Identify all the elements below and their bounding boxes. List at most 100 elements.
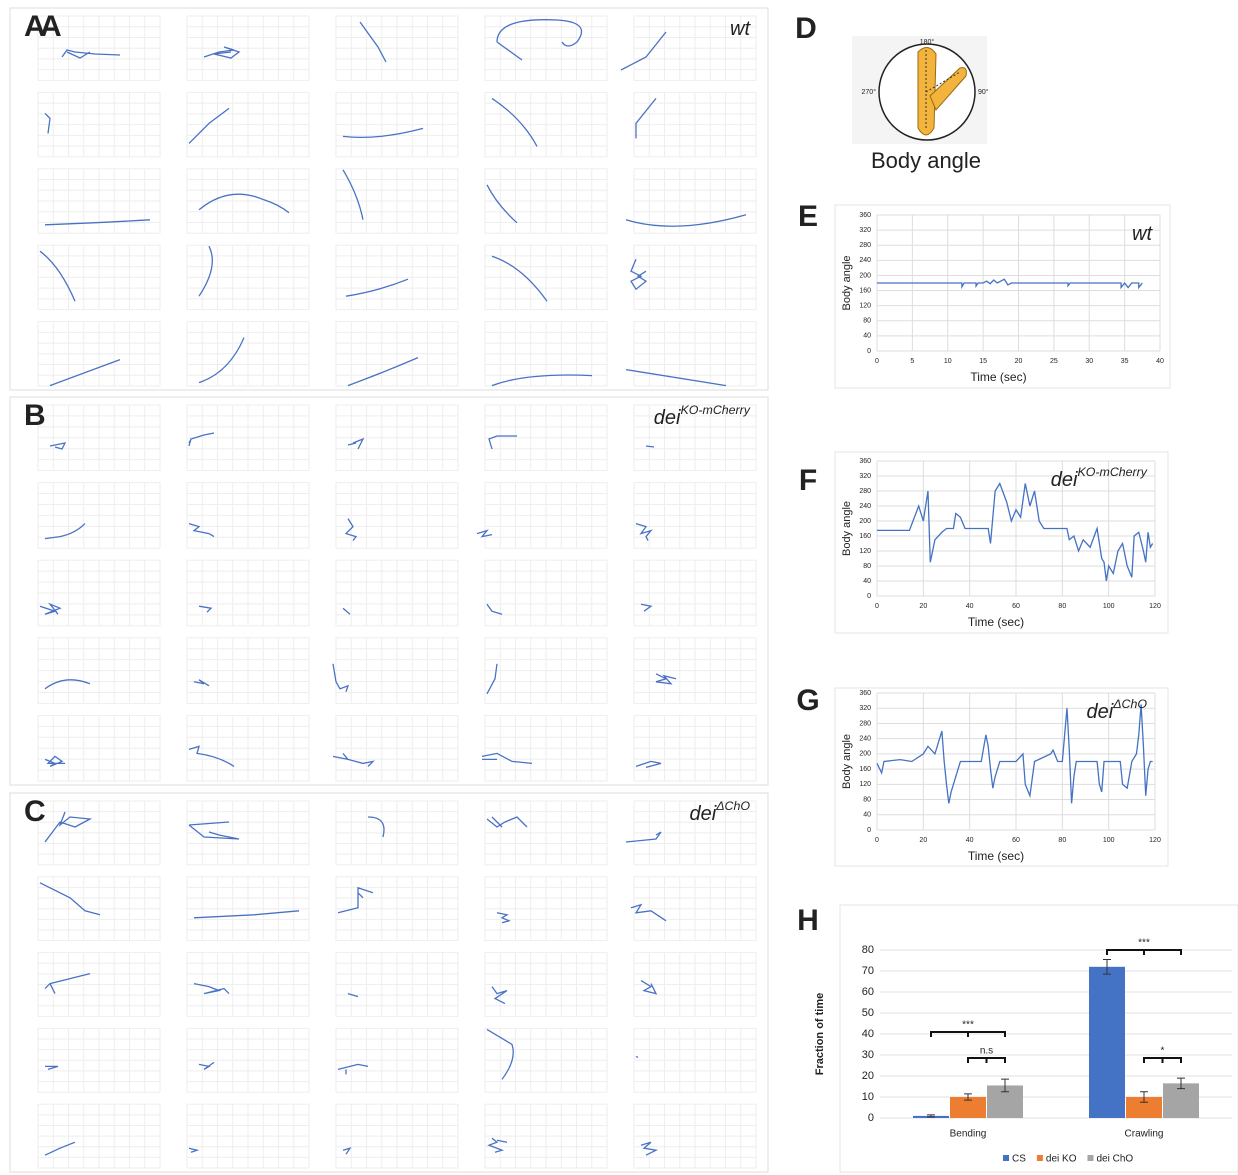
y-tick-label: 0 <box>867 348 871 355</box>
y-tick-label: 360 <box>859 212 871 219</box>
panel-grid <box>10 793 768 1172</box>
x-tick-label: 15 <box>979 358 987 365</box>
y-tick-label: 0 <box>867 827 871 834</box>
y-tick-label: 360 <box>859 690 871 697</box>
y-tick-label: 60 <box>862 986 874 998</box>
x-tick-label: 10 <box>944 358 952 365</box>
genotype-label: deiΔChO <box>1087 697 1148 723</box>
y-tick-label: 280 <box>859 242 871 249</box>
y-tick-label: 50 <box>862 1007 874 1019</box>
y-tick-label: 200 <box>859 272 871 279</box>
y-tick-label: 360 <box>859 458 871 465</box>
legend-label: CS <box>1012 1154 1026 1165</box>
angle-label: 90° <box>978 88 989 96</box>
legend-swatch <box>1087 1155 1093 1161</box>
x-tick-label: 5 <box>910 358 914 365</box>
x-tick-label: 120 <box>1149 837 1161 844</box>
x-tick-label: 40 <box>1156 358 1164 365</box>
x-axis-title: Time (sec) <box>970 370 1026 384</box>
panel-label: G <box>796 684 819 717</box>
genotype-label: wt <box>1132 223 1153 245</box>
x-tick-label: 80 <box>1058 837 1066 844</box>
angle-label: 180° <box>920 38 935 46</box>
significance-label: * <box>1161 1046 1165 1057</box>
x-axis-title: Time (sec) <box>968 849 1024 863</box>
x-tick-label: 120 <box>1149 603 1161 610</box>
genotype: dei <box>1087 701 1114 723</box>
significance-bracket <box>968 1058 1005 1063</box>
legend-swatch <box>1003 1155 1009 1161</box>
panel-label: F <box>799 464 817 497</box>
panel-label: D <box>795 12 817 45</box>
x-tick-label: 40 <box>966 603 974 610</box>
figure: A 180° 90° 270° Body angle D AwtBdeiKO-m… <box>0 0 1238 1175</box>
y-tick-label: 120 <box>859 548 871 555</box>
panel-label: H <box>797 904 819 937</box>
significance-label: *** <box>962 1020 974 1031</box>
x-tick-label: 60 <box>1012 837 1020 844</box>
genotype: wt <box>730 18 751 40</box>
y-tick-label: 240 <box>859 257 871 264</box>
chart-frame <box>835 688 1168 866</box>
y-tick-label: 70 <box>862 965 874 977</box>
y-tick-label: 120 <box>859 781 871 788</box>
genotype: dei <box>1051 469 1078 491</box>
legend-swatch <box>1037 1155 1043 1161</box>
x-tick-label: 0 <box>875 603 879 610</box>
y-tick-label: 320 <box>859 227 871 234</box>
y-tick-label: 160 <box>859 766 871 773</box>
y-tick-label: 20 <box>862 1070 874 1082</box>
x-tick-label: 0 <box>875 837 879 844</box>
y-tick-label: 0 <box>867 593 871 600</box>
y-tick-label: 200 <box>859 751 871 758</box>
panel-label: B <box>24 399 46 432</box>
y-tick-label: 320 <box>859 473 871 480</box>
error-bar <box>927 1115 935 1117</box>
genotype-superscript: KO-mCherry <box>1077 465 1147 479</box>
x-tick-label: Bending <box>950 1129 987 1140</box>
x-tick-label: 20 <box>1015 358 1023 365</box>
genotype-label: wt <box>730 18 751 40</box>
bar <box>1089 967 1125 1118</box>
x-tick-label: 35 <box>1121 358 1129 365</box>
y-tick-label: 280 <box>859 720 871 727</box>
significance-label: *** <box>1138 938 1150 949</box>
x-tick-label: 100 <box>1103 603 1115 610</box>
significance-bracket <box>1144 1058 1181 1063</box>
x-tick-label: 30 <box>1085 358 1093 365</box>
panel-label: C <box>24 795 46 828</box>
y-tick-label: 160 <box>859 287 871 294</box>
y-tick-label: 30 <box>862 1049 874 1061</box>
x-tick-label: 100 <box>1103 837 1115 844</box>
x-tick-label: 0 <box>875 358 879 365</box>
y-tick-label: 280 <box>859 488 871 495</box>
diagram-caption: Body angle <box>871 148 981 173</box>
y-tick-label: 200 <box>859 518 871 525</box>
x-tick-label: 60 <box>1012 603 1020 610</box>
x-axis-title: Time (sec) <box>968 615 1024 629</box>
y-axis-title: Body angle <box>841 501 853 556</box>
significance-label: n.s <box>980 1046 993 1057</box>
y-tick-label: 240 <box>859 503 871 510</box>
line-series <box>877 279 1142 287</box>
y-tick-label: 120 <box>859 303 871 310</box>
y-axis-title: Body angle <box>841 255 853 310</box>
significance-bracket <box>1107 950 1181 955</box>
genotype-superscript: ΔChO <box>1112 697 1147 711</box>
genotype: dei <box>654 407 681 429</box>
y-tick-label: 80 <box>863 563 871 570</box>
trajectory <box>636 1056 638 1057</box>
y-tick-label: 10 <box>862 1091 874 1103</box>
y-tick-label: 40 <box>863 333 871 340</box>
y-tick-label: 0 <box>868 1112 874 1124</box>
x-tick-label: 40 <box>966 837 974 844</box>
y-tick-label: 320 <box>859 705 871 712</box>
genotype: dei <box>690 803 717 825</box>
y-tick-label: 240 <box>859 736 871 743</box>
x-tick-label: 20 <box>919 603 927 610</box>
x-tick-label: 20 <box>919 837 927 844</box>
y-tick-label: 160 <box>859 533 871 540</box>
legend-label: dei KO <box>1046 1154 1077 1165</box>
y-tick-label: 80 <box>863 318 871 325</box>
y-axis-title: Fraction of time <box>814 993 826 1076</box>
